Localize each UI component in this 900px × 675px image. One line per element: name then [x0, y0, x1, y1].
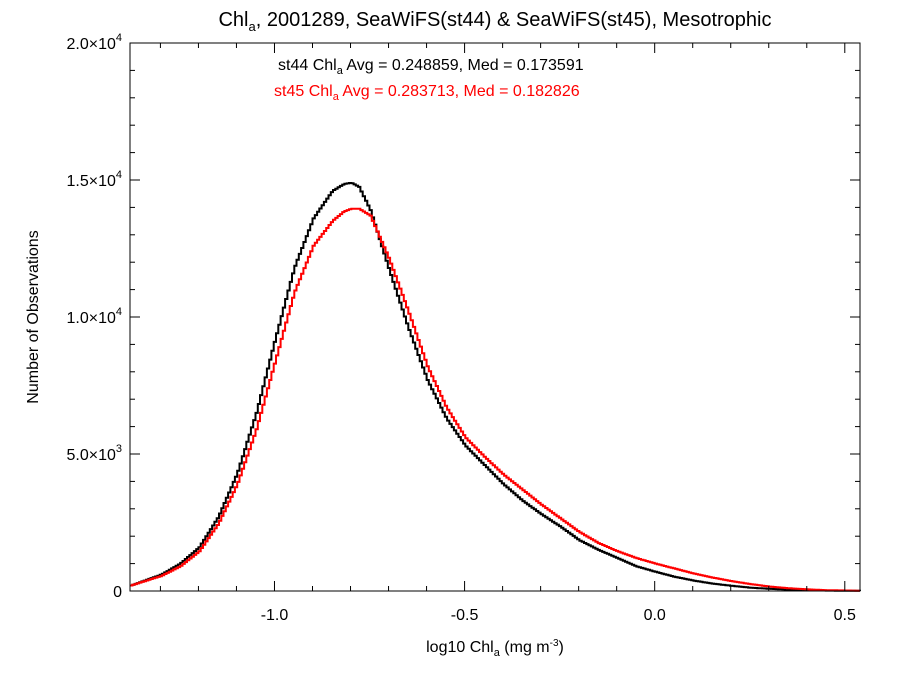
y-tick-label-exponent-1: 3: [116, 443, 122, 455]
annotation-st44-rest: Avg = 0.248859, Med = 0.173591: [343, 57, 584, 74]
y-tick-label-exponent-2: 4: [116, 306, 122, 318]
y-tick-label-exponent-3: 4: [116, 169, 122, 181]
y-tick-label-4: 2.0×104: [66, 32, 122, 53]
y-tick-label-mantissa-2: 1.0×10: [66, 310, 115, 327]
x-axis-label-mid: (mg m: [500, 639, 550, 656]
y-tick-label-mantissa-0: 0: [113, 584, 122, 601]
ticks-layer: -1.0 -0.5 0.0 0.505.0×1031.0×1041.5×1042.0×…: [66, 32, 860, 624]
title-rest: , 2001289, SeaWiFS(st44) & SeaWiFS(st45)…: [256, 9, 772, 31]
plot-frame: [129, 42, 861, 592]
x-axis-label-suffix: ): [559, 639, 564, 656]
x-axis-label-prefix: log10 Chl: [426, 639, 494, 656]
x-axis-label-superscript: -3: [550, 638, 559, 649]
x-tick-label-2: 0.0: [644, 607, 666, 624]
y-tick-label-mantissa-4: 2.0×10: [66, 36, 115, 53]
annotation-st44-subscript: a: [337, 65, 344, 77]
series-line-0: [130, 182, 861, 592]
annotation-st45-rest: Avg = 0.283713, Med = 0.182826: [339, 83, 580, 100]
series-layer: [130, 182, 861, 592]
x-axis-label: log10 Chla (mg m-3): [426, 638, 564, 659]
y-tick-label-0: 0: [113, 584, 122, 601]
annotation-st44-prefix: st44 Chl: [278, 57, 337, 74]
title-prefix: Chl: [218, 9, 248, 31]
y-tick-label-mantissa-1: 5.0×10: [66, 447, 115, 464]
annotation-st44: st44 Chla Avg = 0.248859, Med = 0.173591: [278, 57, 584, 77]
y-tick-label-mantissa-3: 1.5×10: [66, 173, 115, 190]
y-tick-label-2: 1.0×104: [66, 306, 122, 327]
y-tick-label-3: 1.5×104: [66, 169, 122, 190]
annotation-st45-prefix: st45 Chl: [274, 83, 333, 100]
x-axis-label-subscript: a: [494, 647, 501, 659]
x-tick-label-1: -0.5: [451, 607, 479, 624]
series-line-1: [130, 207, 860, 592]
y-axis-label: Number of Observations: [25, 230, 42, 403]
title-subscript: a: [249, 19, 257, 34]
annotation-st45-subscript: a: [333, 91, 340, 103]
x-tick-label-0: -1.0: [261, 607, 289, 624]
chart-title: Chla, 2001289, SeaWiFS(st44) & SeaWiFS(s…: [218, 9, 771, 34]
y-tick-label-1: 5.0×103: [66, 443, 122, 464]
y-tick-label-exponent-4: 4: [116, 32, 122, 44]
annotation-st45: st45 Chla Avg = 0.283713, Med = 0.182826: [274, 83, 580, 103]
x-tick-label-3: 0.5: [834, 607, 856, 624]
